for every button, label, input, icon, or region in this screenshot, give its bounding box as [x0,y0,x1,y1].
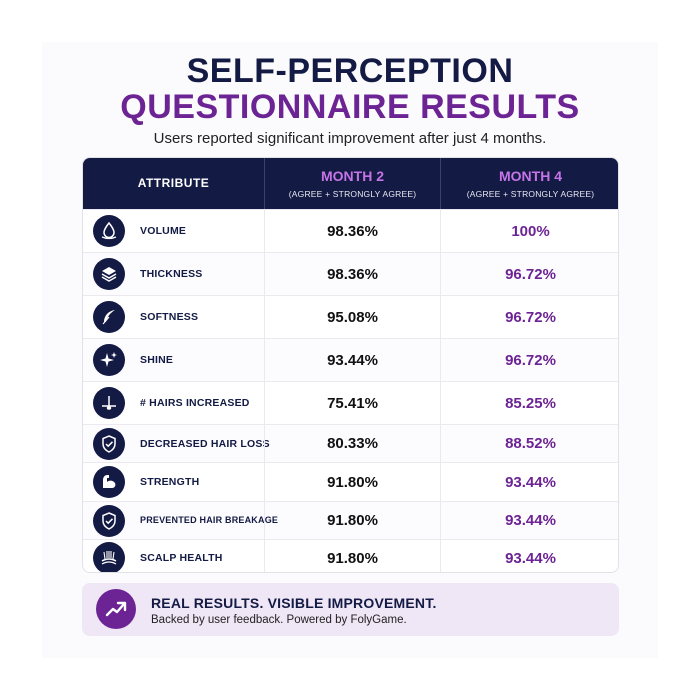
attribute-label: SOFTNESS [140,311,199,323]
month4-value: 93.44% [440,463,618,501]
month4-value: 93.44% [440,502,618,539]
header-month4: MONTH 4 [499,168,562,184]
table-body: VOLUME 98.36% 100% THICKNESS 98.36% 96.7… [83,209,618,572]
attribute-cell: DECREASED HAIR LOSS [83,425,270,462]
attribute-cell: SHINE [83,339,264,381]
table-row: THICKNESS 98.36% 96.72% [83,252,618,295]
attribute-cell: SOFTNESS [83,296,264,338]
hair-follicle-icon [93,387,125,419]
table-row: STRENGTH 91.80% 93.44% [83,462,618,501]
flexed-arm-icon [93,466,125,498]
shield-check-icon [93,505,125,537]
subtitle: Users reported significant improvement a… [153,130,547,147]
month2-value: 93.44% [264,339,440,381]
month4-value: 88.52% [440,425,618,462]
month2-value: 95.08% [264,296,440,338]
attribute-cell: VOLUME [83,210,264,252]
header-month2: MONTH 2 [321,168,384,184]
table-header: ATTRIBUTE MONTH 2 (AGREE + STRONGLY AGRE… [83,158,618,209]
results-table: ATTRIBUTE MONTH 2 (AGREE + STRONGLY AGRE… [82,157,619,573]
results-banner: REAL RESULTS. VISIBLE IMPROVEMENT. Backe… [82,583,619,636]
month4-value: 93.44% [440,540,618,572]
scalp-icon [93,542,125,572]
layers-icon [93,258,125,290]
title-line-1: SELF-PERCEPTION [186,52,514,90]
title-line-2: QUESTIONNAIRE RESULTS [120,88,580,126]
sparkles-icon [93,344,125,376]
attribute-cell: SCALP HEALTH [83,540,264,572]
month2-value: 91.80% [264,540,440,572]
table-row: SOFTNESS 95.08% 96.72% [83,295,618,338]
month2-value: 98.36% [264,253,440,295]
attribute-cell: # HAIRS INCREASED [83,382,264,424]
attribute-label: SCALP HEALTH [140,552,223,564]
feather-icon [93,301,125,333]
month4-value: 85.25% [440,382,618,424]
month2-value: 91.80% [264,502,440,539]
month4-value: 96.72% [440,296,618,338]
month2-value: 91.80% [264,463,440,501]
header-month4-note: (AGREE + STRONGLY AGREE) [466,189,595,199]
month2-value: 98.36% [264,210,440,252]
header-attribute-cell: ATTRIBUTE [83,158,264,209]
attribute-label: PREVENTED HAIR BREAKAGE [140,515,279,525]
attribute-cell: THICKNESS [83,253,264,295]
attribute-label: SHINE [140,354,174,366]
table-row: VOLUME 98.36% 100% [83,209,618,252]
month4-value: 96.72% [440,253,618,295]
shield-check-icon [93,428,125,460]
trending-up-icon [96,589,136,629]
banner-headline: REAL RESULTS. VISIBLE IMPROVEMENT. [151,595,437,611]
attribute-label: VOLUME [140,225,187,237]
banner-subtext: Backed by user feedback. Powered by Foly… [151,614,407,626]
month4-value: 96.72% [440,339,618,381]
attribute-label: THICKNESS [140,268,203,280]
table-row: PREVENTED HAIR BREAKAGE 91.80% 93.44% [83,501,618,539]
water-drop-icon [93,215,125,247]
header-month2-note: (AGREE + STRONGLY AGREE) [288,189,417,199]
header-attribute: ATTRIBUTE [137,176,210,190]
attribute-cell: PREVENTED HAIR BREAKAGE [83,502,279,539]
header-month4-cell: MONTH 4 (AGREE + STRONGLY AGREE) [440,158,618,209]
month2-value: 75.41% [264,382,440,424]
header-month2-cell: MONTH 2 (AGREE + STRONGLY AGREE) [264,158,440,209]
table-row: SCALP HEALTH 91.80% 93.44% [83,539,618,572]
attribute-cell: STRENGTH [83,463,264,501]
attribute-label: DECREASED HAIR LOSS [140,438,270,450]
table-row: DECREASED HAIR LOSS 80.33% 88.52% [83,424,618,462]
table-row: # HAIRS INCREASED 75.41% 85.25% [83,381,618,424]
attribute-label: # HAIRS INCREASED [140,397,250,409]
month4-value: 100% [440,210,618,252]
attribute-label: STRENGTH [140,476,200,488]
month2-value: 80.33% [264,425,440,462]
table-row: SHINE 93.44% 96.72% [83,338,618,381]
